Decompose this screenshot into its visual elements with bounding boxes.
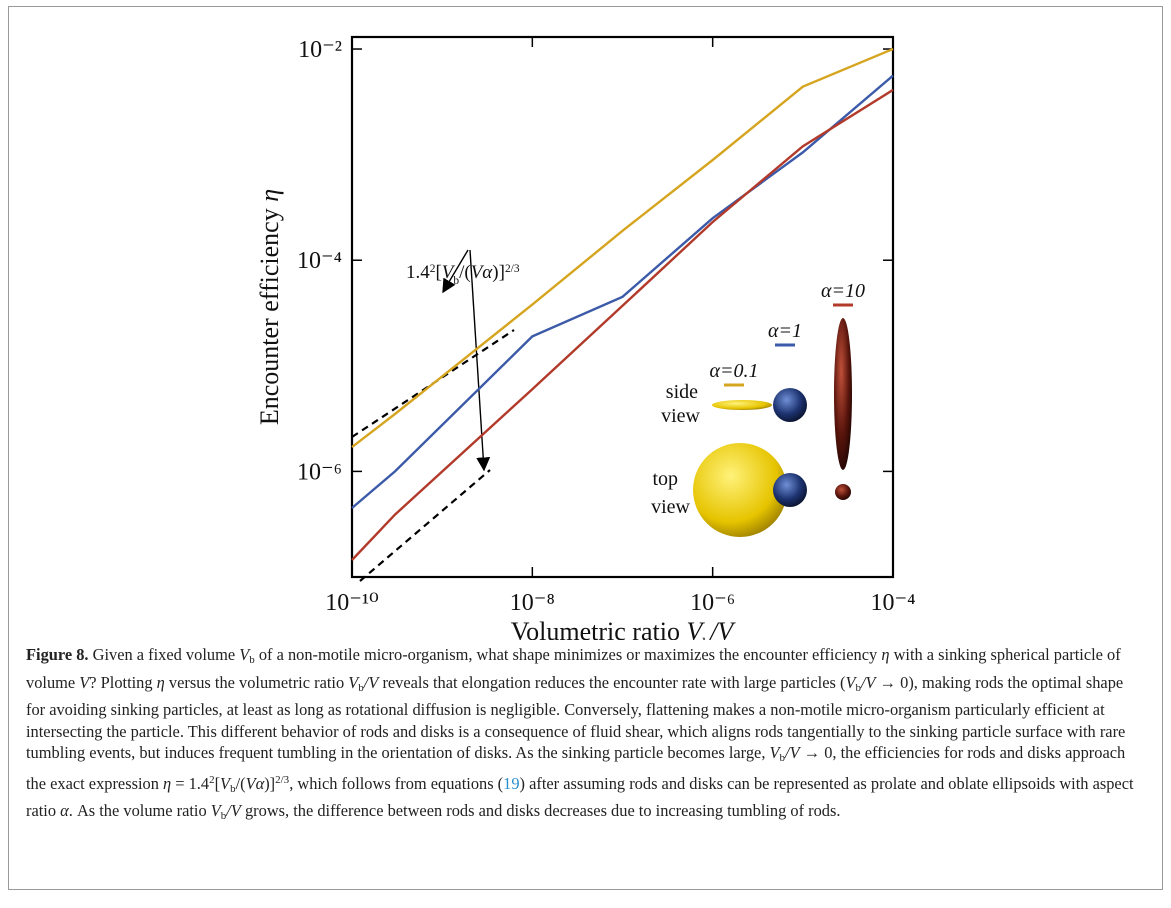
caption-text: [ <box>214 773 221 793</box>
disk-top <box>693 443 787 537</box>
text-part: /V <box>708 617 736 640</box>
text-part: b <box>453 275 459 287</box>
caption-text: of a non-motile micro-organism, what sha… <box>254 645 882 664</box>
y-axis-label: Encounter efficiency η <box>255 189 284 425</box>
caption-text: V <box>79 672 90 692</box>
caption-text[interactable]: 19 <box>503 773 520 793</box>
inset-label: side <box>666 381 698 403</box>
inset-label: view <box>651 496 690 518</box>
text-part: 2/3 <box>505 263 520 275</box>
caption-text: V <box>239 645 250 664</box>
caption-text: V <box>845 672 856 692</box>
caption-text: with a sinking spherical particle of vol… <box>26 645 1121 692</box>
arrow <box>442 249 469 294</box>
caption-text: α <box>60 801 69 820</box>
text-part: )] <box>492 262 505 283</box>
caption-text: /V <box>363 672 379 692</box>
caption-text: → 0), making rods the optimal shape for … <box>26 672 1126 763</box>
chart: 10⁻¹⁰ 10⁻⁸ 10⁻⁶ 10⁻⁴ 10⁻⁶ 10⁻⁴ 10⁻² Volumetric … <box>255 35 916 640</box>
text-part: b <box>702 636 710 641</box>
caption-text: grows, the difference between rods and d… <box>240 801 841 820</box>
caption-text: V <box>769 743 780 762</box>
inset-label: top <box>652 468 678 490</box>
formula-annotation: 1.42[Vb/(Vα)]2/3 <box>406 262 520 287</box>
x-axis-label: Volumetric ratio Vb/V <box>511 617 737 640</box>
caption: Figure 8. Given a fixed volume Vb of a n… <box>26 644 1146 828</box>
caption-text: /( <box>235 773 246 793</box>
data-line <box>351 74 894 509</box>
rod-top <box>835 484 851 500</box>
plot-frame <box>350 35 895 579</box>
caption-text: /V <box>785 743 800 762</box>
caption-text: η <box>881 645 890 664</box>
inset-label: view <box>661 405 700 427</box>
legend-label: α=1 <box>768 320 802 342</box>
text-part: 1.4 <box>406 262 430 283</box>
text-part: V <box>686 617 705 640</box>
caption-text: = 1.4 <box>171 773 210 793</box>
caption-text: → 0, the efficiencies for rods and disks… <box>26 743 1126 793</box>
caption-text: Given a fixed volume <box>88 645 240 664</box>
caption-text: 2 <box>209 773 215 786</box>
rod-side <box>834 318 852 470</box>
caption-text: b <box>358 681 364 694</box>
caption-text: η <box>163 773 172 793</box>
sphere-top <box>773 473 807 507</box>
legend-label: α=0.1 <box>710 360 759 382</box>
caption-text: b <box>230 782 236 795</box>
sphere-side <box>773 388 807 422</box>
y-tick-label: 10⁻² <box>298 37 342 63</box>
caption-text: b <box>220 810 227 822</box>
caption-text: V <box>348 672 359 692</box>
y-tick-label: 10⁻⁶ <box>297 459 342 485</box>
annotation-guides <box>351 249 515 582</box>
legend-label: α=10 <box>821 280 865 302</box>
text-part: Vα <box>471 262 494 283</box>
text-part: [ <box>435 262 441 283</box>
figure-frame <box>8 6 1163 890</box>
text-part: 2 <box>430 263 436 275</box>
caption-text: /V <box>860 672 876 692</box>
x-tick-label: 10⁻⁴ <box>870 590 915 616</box>
text-part: Encounter efficiency <box>255 202 284 425</box>
caption-text: , which follows from equations ( <box>289 773 504 793</box>
caption-text: η <box>156 672 165 692</box>
caption-text: V <box>220 773 231 793</box>
text-part: /( <box>459 262 471 283</box>
y-tick-label: 10⁻⁴ <box>297 248 342 274</box>
caption-text: /V <box>226 801 241 820</box>
x-tick-label: 10⁻¹⁰ <box>325 590 378 616</box>
text-part: η <box>255 189 284 202</box>
caption-text: . As the volume ratio <box>68 801 211 820</box>
data-line <box>351 47 894 449</box>
caption-text: versus the volumetric ratio <box>164 672 349 692</box>
caption-text: b <box>779 752 786 764</box>
data-line <box>351 88 894 561</box>
dashed-guide <box>359 469 491 582</box>
caption-text: ) after assuming rods and disks can be r… <box>26 773 1134 821</box>
x-tick-label: 10⁻⁶ <box>690 590 735 616</box>
caption-text: V <box>210 801 221 820</box>
caption-text: ? Plotting <box>89 672 157 692</box>
arrow <box>469 249 491 472</box>
caption-text: 2/3 <box>275 773 290 786</box>
caption-text: reveals that elongation reduces the enco… <box>378 672 846 692</box>
caption-text: b <box>249 654 255 666</box>
caption-text: )] <box>264 773 276 793</box>
text-part: Volumetric ratio <box>511 617 687 640</box>
caption-text: Figure 8. <box>26 645 89 664</box>
disk-side <box>712 400 772 410</box>
caption-text: b <box>855 681 861 694</box>
inset <box>693 318 852 537</box>
x-tick-label: 10⁻⁸ <box>510 590 555 616</box>
text-part: V <box>442 262 456 283</box>
caption-text: Vα <box>245 773 265 793</box>
